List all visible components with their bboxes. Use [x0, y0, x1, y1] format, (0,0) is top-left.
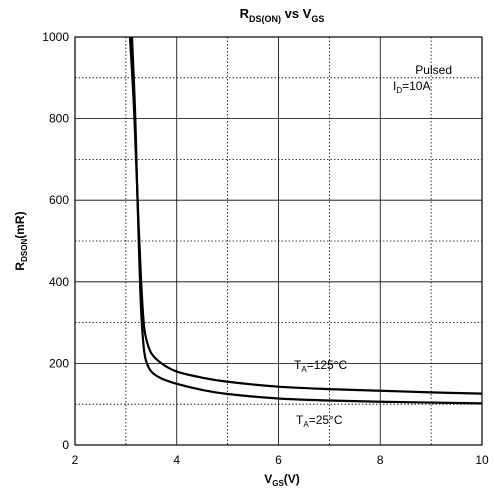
x-tick-label: 10 [475, 453, 489, 467]
y-tick-label: 600 [49, 193, 69, 207]
ylabel-main: R [13, 262, 27, 271]
ylabel-sub: DSON [20, 239, 29, 262]
x-tick-label: 2 [72, 453, 79, 467]
chart-title: RDS(ON) vs VGS [240, 6, 325, 24]
series-label-25c-sub: A [303, 420, 309, 429]
y-tick-label: 400 [49, 275, 69, 289]
title-sub: DS(ON) [249, 14, 281, 24]
series-label-125c: TA=125°C [294, 358, 348, 374]
annotation-id: ID=10A [393, 79, 430, 95]
x-tick-label: 6 [275, 453, 282, 467]
annotation-id-tail: =10A [402, 79, 430, 93]
series-label-25c: TA=25°C [296, 413, 343, 429]
y-axis-label: RDSON(mR) [13, 211, 29, 270]
y-tick-label: 800 [49, 112, 69, 126]
plot-frame [74, 36, 483, 446]
x-tick-label: 8 [377, 453, 384, 467]
title-mid: vs V [281, 6, 312, 21]
xlabel-tail: (V) [284, 472, 300, 486]
series-label-125c-sub: A [301, 365, 307, 374]
y-tick-label: 1000 [42, 30, 69, 44]
y-tick-labels: 0 200 400 600 800 1000 [42, 30, 69, 452]
series-label-125c-main: T [294, 358, 302, 372]
xlabel-main: V [264, 472, 272, 486]
series-label-125c-tail: =125°C [307, 358, 348, 372]
xlabel-sub: GS [272, 479, 284, 488]
grid [75, 37, 482, 445]
ylabel-tail: (mR) [13, 211, 27, 238]
y-tick-label: 0 [62, 438, 69, 452]
x-tick-labels: 2 4 6 8 10 [72, 453, 489, 467]
curves [128, 37, 482, 405]
annotation-id-main: I [393, 79, 396, 93]
series-label-25c-main: T [296, 413, 304, 427]
annotation-pulsed: Pulsed [415, 63, 452, 77]
y-tick-label: 200 [49, 356, 69, 370]
series-25c-line [130, 37, 482, 405]
annotation-id-sub: D [396, 86, 402, 95]
title-sub2: GS [311, 14, 324, 24]
series-label-25c-tail: =25°C [309, 413, 343, 427]
title-main: R [240, 6, 250, 21]
x-tick-label: 4 [173, 453, 180, 467]
x-axis-label: VGS(V) [264, 472, 300, 488]
